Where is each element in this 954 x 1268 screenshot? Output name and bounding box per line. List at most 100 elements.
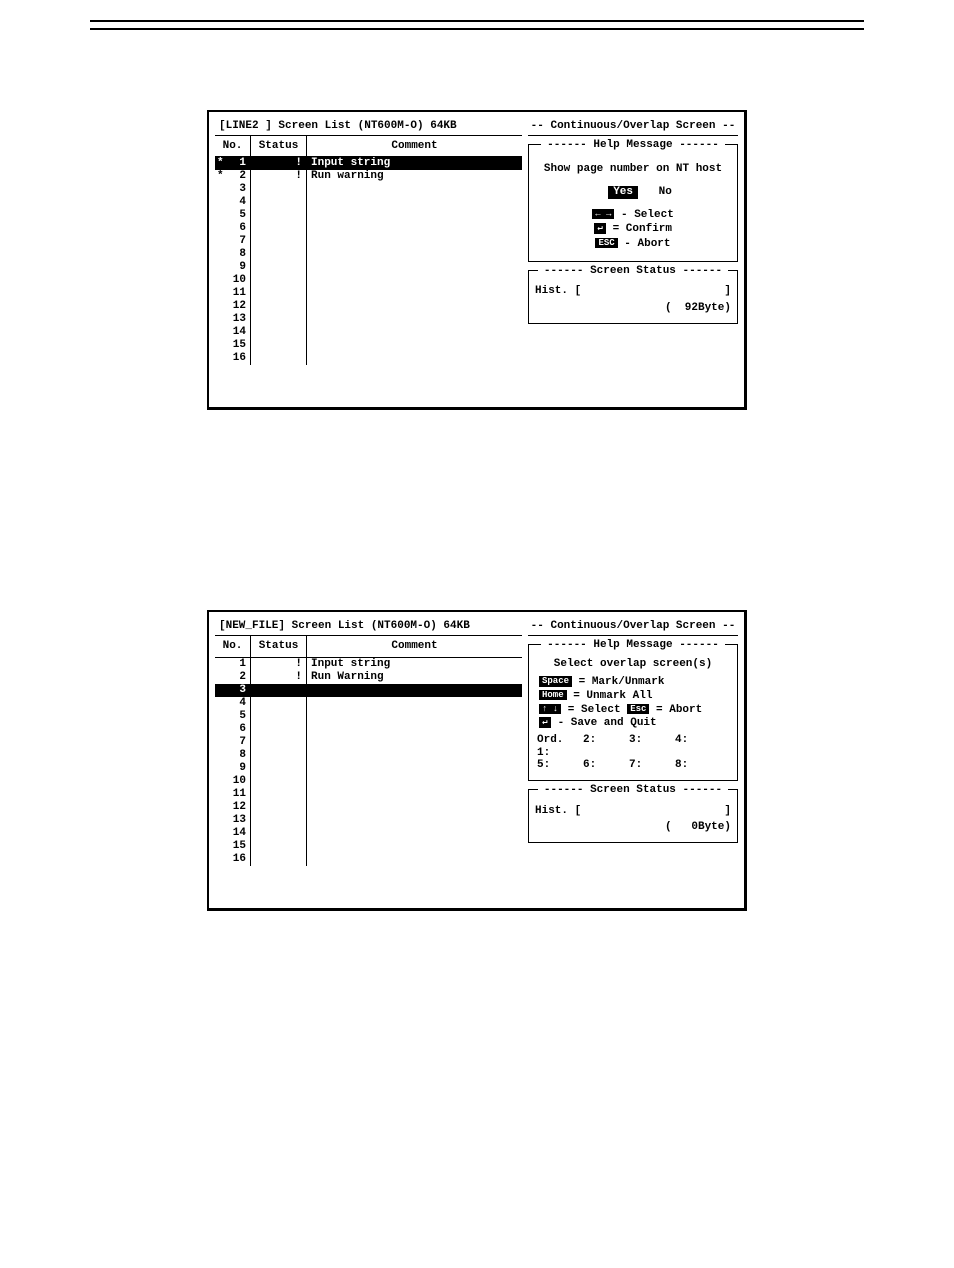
row-comment: Input string bbox=[307, 157, 522, 170]
hist-label: Hist. [ bbox=[535, 805, 581, 818]
row-status bbox=[251, 853, 307, 866]
status-title: ------ Screen Status ------ bbox=[538, 265, 728, 277]
table-row[interactable]: 14 bbox=[215, 326, 522, 339]
key-abort: = Abort bbox=[649, 704, 702, 716]
row-no: 9 bbox=[215, 762, 251, 775]
table-row[interactable]: 5 bbox=[215, 710, 522, 723]
row-no: 5 bbox=[215, 710, 251, 723]
table-row[interactable]: 10 bbox=[215, 775, 522, 788]
table-row[interactable]: 4 bbox=[215, 697, 522, 710]
help-prompt: Show page number on NT host bbox=[535, 163, 731, 176]
bytes-close: ) bbox=[724, 302, 731, 314]
table-row[interactable]: 10 bbox=[215, 274, 522, 287]
table-row[interactable]: 9 bbox=[215, 762, 522, 775]
no-option[interactable]: No bbox=[659, 186, 672, 198]
row-comment: Run Warning bbox=[307, 671, 522, 684]
help-prompt: Select overlap screen(s) bbox=[535, 658, 731, 671]
table-row[interactable]: 5 bbox=[215, 209, 522, 222]
table-row[interactable]: *2!Run warning bbox=[215, 170, 522, 183]
row-status bbox=[251, 697, 307, 710]
table-body: *1!Input string*2!Run warning34567891011… bbox=[215, 157, 522, 365]
table-row[interactable]: 1!Input string bbox=[215, 658, 522, 671]
row-status: ! bbox=[251, 671, 307, 684]
row-comment bbox=[307, 274, 522, 287]
row-no: 15 bbox=[215, 840, 251, 853]
hist-label: Hist. [ bbox=[535, 285, 581, 298]
table-row[interactable]: 7 bbox=[215, 736, 522, 749]
bytes-open: ( bbox=[665, 302, 672, 314]
table-row[interactable]: 7 bbox=[215, 235, 522, 248]
row-status bbox=[251, 339, 307, 352]
table-row[interactable]: 12 bbox=[215, 801, 522, 814]
row-status bbox=[251, 196, 307, 209]
ord-grid: Ord. 1: 2: 3: 4: 5: 6: 7: 8: bbox=[537, 734, 731, 772]
row-comment bbox=[307, 853, 522, 866]
row-status bbox=[251, 209, 307, 222]
row-comment bbox=[307, 261, 522, 274]
row-comment bbox=[307, 814, 522, 827]
row-status bbox=[251, 827, 307, 840]
row-status bbox=[251, 736, 307, 749]
table-row[interactable]: 2!Run Warning bbox=[215, 671, 522, 684]
right-title: -- Continuous/Overlap Screen -- bbox=[528, 618, 738, 636]
key-confirm: = Confirm bbox=[606, 223, 672, 235]
table-row[interactable]: 13 bbox=[215, 814, 522, 827]
row-status bbox=[251, 248, 307, 261]
table-row[interactable]: 8 bbox=[215, 248, 522, 261]
row-status bbox=[251, 684, 307, 697]
row-no: 4 bbox=[215, 196, 251, 209]
key-save-quit: - Save and Quit bbox=[551, 717, 657, 729]
right-title: -- Continuous/Overlap Screen -- bbox=[528, 118, 738, 136]
ord-5: 5: bbox=[537, 759, 583, 772]
row-status bbox=[251, 814, 307, 827]
table-row[interactable]: 3 bbox=[215, 183, 522, 196]
page-divider bbox=[90, 20, 864, 30]
row-comment bbox=[307, 287, 522, 300]
table-row[interactable]: 13 bbox=[215, 313, 522, 326]
table-row[interactable]: 11 bbox=[215, 287, 522, 300]
table-row[interactable]: *1!Input string bbox=[215, 157, 522, 170]
table-row[interactable]: 16 bbox=[215, 352, 522, 365]
table-row[interactable]: 14 bbox=[215, 827, 522, 840]
row-comment bbox=[307, 788, 522, 801]
table-row[interactable]: 6 bbox=[215, 723, 522, 736]
table-row[interactable]: 15 bbox=[215, 339, 522, 352]
help-panel: ------ Help Message ------ Show page num… bbox=[528, 144, 738, 262]
row-status: ! bbox=[251, 658, 307, 671]
row-status bbox=[251, 801, 307, 814]
table-row[interactable]: 8 bbox=[215, 749, 522, 762]
table-row[interactable]: 16 bbox=[215, 853, 522, 866]
row-comment bbox=[307, 235, 522, 248]
table-row[interactable]: 9 bbox=[215, 261, 522, 274]
row-no: 12 bbox=[215, 801, 251, 814]
ord-1: Ord. 1: bbox=[537, 734, 583, 759]
table-row[interactable]: 12 bbox=[215, 300, 522, 313]
row-status bbox=[251, 235, 307, 248]
row-comment bbox=[307, 723, 522, 736]
ord-7: 7: bbox=[629, 759, 675, 772]
row-comment bbox=[307, 248, 522, 261]
key-abort: - Abort bbox=[618, 238, 671, 250]
table-row[interactable]: 4 bbox=[215, 196, 522, 209]
ord-8: 8: bbox=[675, 759, 721, 772]
yes-option[interactable]: Yes bbox=[608, 186, 638, 199]
row-comment bbox=[307, 736, 522, 749]
col-status: Status bbox=[251, 636, 307, 657]
col-comment: Comment bbox=[307, 636, 522, 657]
key-unmark-all: = Unmark All bbox=[567, 690, 653, 702]
table-row[interactable]: 3 bbox=[215, 684, 522, 697]
ord-3: 3: bbox=[629, 734, 675, 759]
row-comment bbox=[307, 827, 522, 840]
row-no: 16 bbox=[215, 352, 251, 365]
row-no: 1 bbox=[215, 658, 251, 671]
row-no: 2 bbox=[215, 671, 251, 684]
table-row[interactable]: 15 bbox=[215, 840, 522, 853]
mark-icon: * bbox=[217, 170, 224, 183]
col-status: Status bbox=[251, 136, 307, 157]
row-comment bbox=[307, 710, 522, 723]
table-row[interactable]: 11 bbox=[215, 788, 522, 801]
table-row[interactable]: 6 bbox=[215, 222, 522, 235]
col-comment: Comment bbox=[307, 136, 522, 157]
row-comment bbox=[307, 775, 522, 788]
row-status bbox=[251, 723, 307, 736]
